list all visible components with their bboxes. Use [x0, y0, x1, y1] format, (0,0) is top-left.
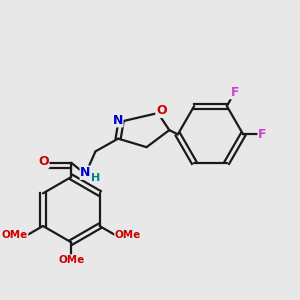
- Text: N: N: [80, 166, 91, 179]
- Text: OMe: OMe: [2, 230, 28, 240]
- Text: OMe: OMe: [115, 230, 141, 240]
- Text: F: F: [230, 86, 239, 99]
- Text: N: N: [112, 114, 123, 127]
- Text: O: O: [156, 104, 167, 117]
- Text: O: O: [38, 155, 49, 168]
- Text: OMe: OMe: [58, 255, 84, 265]
- Text: H: H: [91, 173, 100, 183]
- Text: F: F: [258, 128, 267, 141]
